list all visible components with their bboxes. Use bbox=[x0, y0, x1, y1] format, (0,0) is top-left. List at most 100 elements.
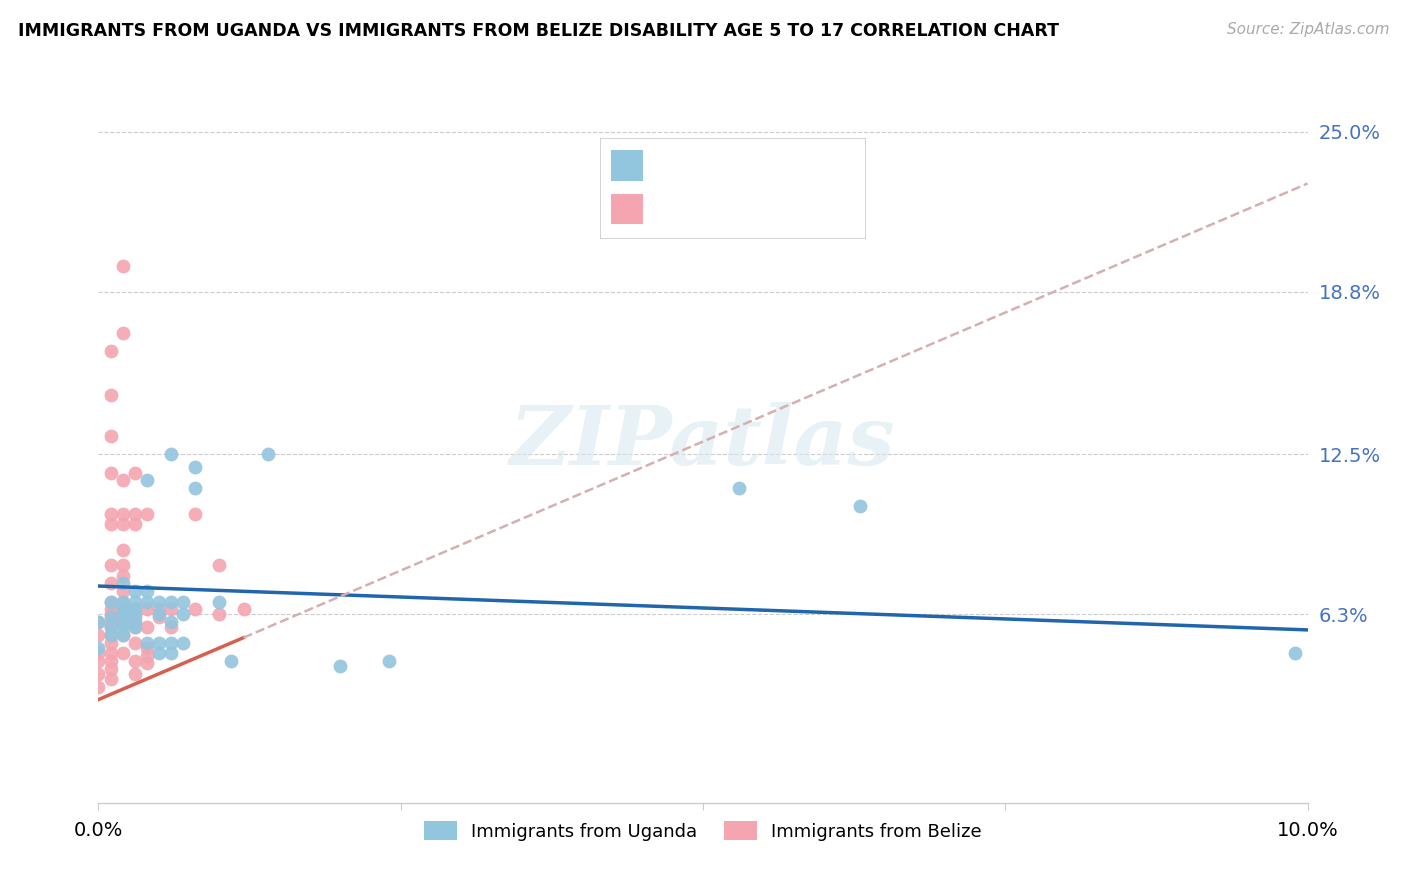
Point bbox=[111, 558, 134, 573]
Point bbox=[148, 594, 170, 608]
Point bbox=[87, 680, 110, 694]
Legend: Immigrants from Uganda, Immigrants from Belize: Immigrants from Uganda, Immigrants from … bbox=[418, 814, 988, 848]
Point bbox=[100, 620, 122, 634]
Text: Source: ZipAtlas.com: Source: ZipAtlas.com bbox=[1226, 22, 1389, 37]
Point bbox=[111, 473, 134, 487]
Point bbox=[329, 659, 352, 673]
Point bbox=[111, 620, 134, 634]
Point bbox=[100, 558, 122, 573]
Point bbox=[87, 646, 110, 660]
Point bbox=[184, 602, 207, 616]
Point bbox=[148, 646, 170, 660]
Point bbox=[135, 640, 157, 655]
Point bbox=[1284, 646, 1306, 660]
Point bbox=[148, 610, 170, 624]
Point bbox=[124, 584, 146, 599]
Point bbox=[111, 615, 134, 630]
Point bbox=[221, 654, 243, 668]
Point bbox=[124, 602, 146, 616]
Point bbox=[100, 388, 122, 402]
Point bbox=[111, 542, 134, 557]
Point bbox=[160, 615, 183, 630]
Point bbox=[124, 507, 146, 521]
Point bbox=[100, 628, 122, 642]
Point bbox=[87, 666, 110, 681]
Point bbox=[232, 602, 254, 616]
Point bbox=[100, 507, 122, 521]
Point bbox=[100, 466, 122, 480]
Point bbox=[111, 594, 134, 608]
Point bbox=[184, 481, 207, 495]
Point bbox=[124, 620, 146, 634]
Point bbox=[100, 429, 122, 443]
Point bbox=[135, 636, 157, 650]
Point bbox=[377, 654, 399, 668]
Point bbox=[100, 662, 122, 676]
Point bbox=[160, 602, 183, 616]
Point bbox=[111, 628, 134, 642]
Point bbox=[100, 602, 122, 616]
Point bbox=[124, 666, 146, 681]
Point bbox=[160, 594, 183, 608]
Point bbox=[111, 646, 134, 660]
Point bbox=[728, 481, 751, 495]
Point bbox=[111, 607, 134, 622]
Point bbox=[135, 584, 157, 599]
Point bbox=[111, 568, 134, 582]
Point bbox=[100, 628, 122, 642]
Point bbox=[172, 607, 194, 622]
Point bbox=[160, 447, 183, 461]
Point bbox=[100, 594, 122, 608]
Point bbox=[172, 594, 194, 608]
Point bbox=[124, 620, 146, 634]
Point bbox=[111, 615, 134, 630]
Point bbox=[135, 657, 157, 671]
Point bbox=[148, 636, 170, 650]
Text: ZIPatlas: ZIPatlas bbox=[510, 401, 896, 482]
Point bbox=[184, 507, 207, 521]
Point bbox=[100, 517, 122, 532]
Point bbox=[111, 326, 134, 341]
Point bbox=[111, 607, 134, 622]
Point bbox=[87, 615, 110, 630]
Point bbox=[100, 620, 122, 634]
Point bbox=[135, 620, 157, 634]
Point bbox=[111, 576, 134, 591]
Point bbox=[124, 636, 146, 650]
Point bbox=[124, 517, 146, 532]
Point bbox=[111, 602, 134, 616]
Point bbox=[256, 447, 278, 461]
Point bbox=[111, 517, 134, 532]
Point bbox=[100, 646, 122, 660]
Point bbox=[135, 473, 157, 487]
Point bbox=[148, 607, 170, 622]
Point bbox=[124, 466, 146, 480]
Point bbox=[100, 654, 122, 668]
Point bbox=[87, 640, 110, 655]
Point bbox=[849, 499, 872, 513]
Point bbox=[111, 628, 134, 642]
Point bbox=[160, 636, 183, 650]
Point bbox=[100, 594, 122, 608]
Point bbox=[160, 620, 183, 634]
Point bbox=[172, 636, 194, 650]
Point bbox=[111, 507, 134, 521]
Point bbox=[124, 610, 146, 624]
Point bbox=[184, 460, 207, 475]
Point bbox=[100, 672, 122, 686]
Text: IMMIGRANTS FROM UGANDA VS IMMIGRANTS FROM BELIZE DISABILITY AGE 5 TO 17 CORRELAT: IMMIGRANTS FROM UGANDA VS IMMIGRANTS FRO… bbox=[18, 22, 1059, 40]
Point bbox=[124, 654, 146, 668]
Point bbox=[111, 259, 134, 273]
Point bbox=[100, 610, 122, 624]
Point bbox=[135, 507, 157, 521]
Point bbox=[111, 594, 134, 608]
Point bbox=[100, 615, 122, 630]
Point bbox=[100, 607, 122, 622]
Point bbox=[111, 602, 134, 616]
Point bbox=[87, 615, 110, 630]
Point bbox=[160, 646, 183, 660]
Point bbox=[135, 594, 157, 608]
Point bbox=[124, 594, 146, 608]
Point bbox=[135, 602, 157, 616]
Point bbox=[124, 602, 146, 616]
